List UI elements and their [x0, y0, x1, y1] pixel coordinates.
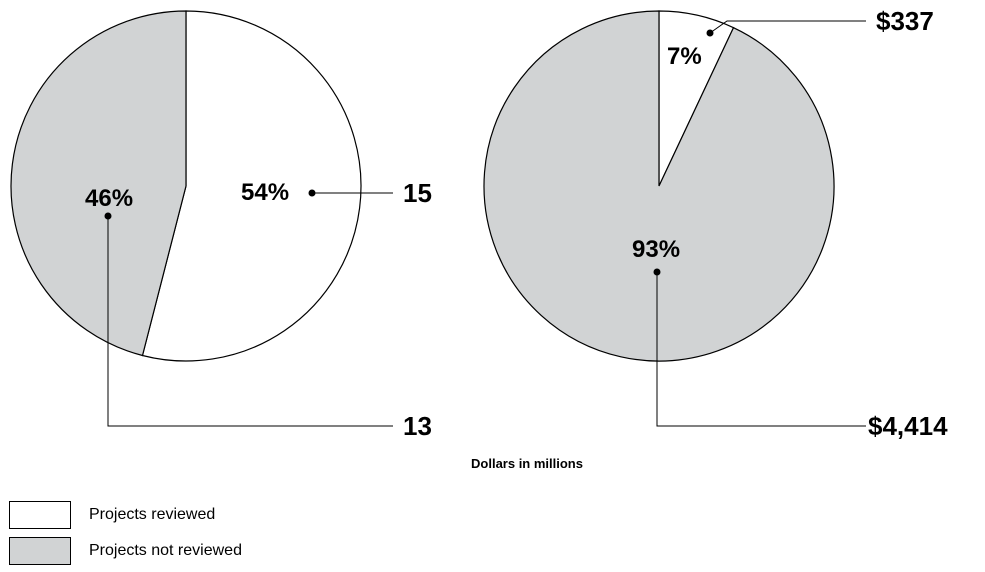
left-pie-label-reviewed: 54% [241, 179, 289, 206]
right-pie-label-reviewed: 7% [667, 43, 702, 70]
right-pie-callout-reviewed: $337 [876, 6, 934, 36]
left-pie-callout-not-reviewed: 13 [403, 411, 432, 441]
right-pie-leader-reviewed [706, 20, 866, 37]
left-pie: 54% 46% 15 13 [10, 10, 432, 441]
right-pie-leader-not-reviewed [653, 268, 866, 427]
units-note: Dollars in millions [471, 456, 583, 471]
pie-charts: 54% 46% 15 13 7% 93% $337 $4,414 Dollars… [10, 6, 948, 471]
legend-swatch-reviewed [9, 501, 71, 529]
legend-swatch-not-reviewed [9, 537, 71, 565]
right-pie: 7% 93% $337 $4,414 Dollars in millions [471, 6, 948, 471]
legend-label-not-reviewed: Projects not reviewed [89, 542, 242, 559]
legend-item-reviewed: Projects reviewed [9, 500, 242, 530]
left-pie-label-not-reviewed: 46% [85, 185, 133, 212]
legend-item-not-reviewed: Projects not reviewed [9, 536, 242, 566]
legend: Projects reviewed Projects not reviewed [9, 500, 242, 572]
right-pie-label-not-reviewed: 93% [632, 236, 680, 263]
left-pie-slice-not-reviewed [10, 10, 187, 357]
right-pie-callout-not-reviewed: $4,414 [868, 411, 948, 441]
left-pie-leader-reviewed [308, 189, 393, 197]
left-pie-callout-reviewed: 15 [403, 178, 432, 208]
left-pie-slice-reviewed [141, 10, 362, 362]
right-pie-slice-not-reviewed [483, 10, 835, 362]
legend-label-reviewed: Projects reviewed [89, 506, 216, 523]
left-pie-leader-not-reviewed [104, 212, 393, 427]
